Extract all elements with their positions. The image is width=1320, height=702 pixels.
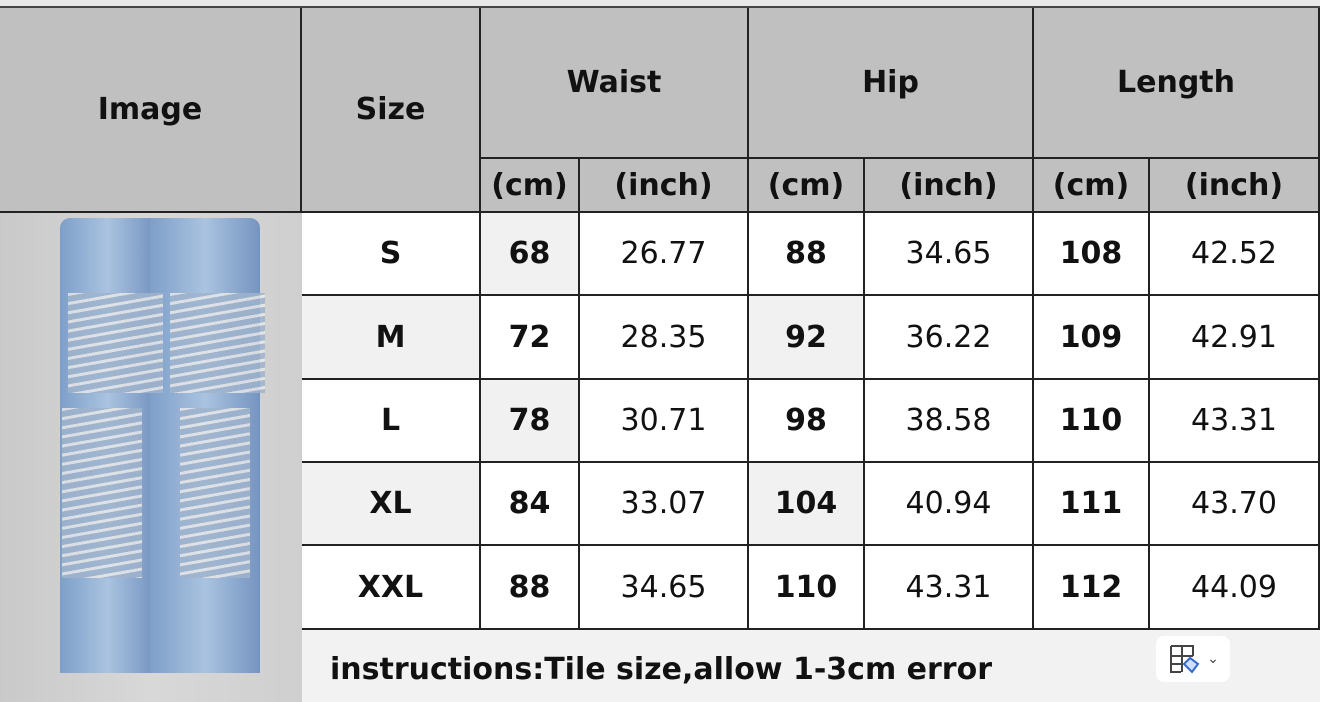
cell-len-in: 43.31: [1150, 380, 1320, 463]
cell-waist-cm: 88: [481, 546, 580, 630]
cell-waist-in: 34.65: [580, 546, 749, 630]
cell-waist-cm: 72: [481, 296, 580, 380]
cell-waist-in: 33.07: [580, 463, 749, 546]
cell-hip-in: 36.22: [865, 296, 1034, 380]
cell-size: XXL: [302, 546, 481, 630]
footer-bar: [302, 630, 1320, 702]
cell-waist-in: 26.77: [580, 213, 749, 296]
cell-hip-in: 40.94: [865, 463, 1034, 546]
cell-waist-cm: 84: [481, 463, 580, 546]
cell-hip-cm: 110: [749, 546, 865, 630]
cell-hip-cm: 98: [749, 380, 865, 463]
cell-len-in: 44.09: [1150, 546, 1320, 630]
header-hip: Hip: [749, 8, 1034, 159]
header-size: Size: [302, 8, 481, 213]
header-length: Length: [1034, 8, 1320, 159]
cell-hip-cm: 92: [749, 296, 865, 380]
cell-size: S: [302, 213, 481, 296]
cell-hip-cm: 88: [749, 213, 865, 296]
cell-len-cm: 109: [1034, 296, 1150, 380]
cell-waist-in: 28.35: [580, 296, 749, 380]
chevron-down-icon: ⌄: [1207, 651, 1219, 667]
cell-size: L: [302, 380, 481, 463]
header-image: Image: [0, 8, 302, 213]
cell-len-in: 43.70: [1150, 463, 1320, 546]
header-waist: Waist: [481, 8, 749, 159]
cell-hip-in: 43.31: [865, 546, 1034, 630]
cell-waist-in: 30.71: [580, 380, 749, 463]
cell-len-cm: 110: [1034, 380, 1150, 463]
cell-size: M: [302, 296, 481, 380]
cell-len-cm: 108: [1034, 213, 1150, 296]
table-format-icon: [1170, 645, 1200, 674]
sub-inch: (inch): [865, 159, 1034, 213]
cell-waist-cm: 78: [481, 380, 580, 463]
cell-size: XL: [302, 463, 481, 546]
sub-cm: (cm): [749, 159, 865, 213]
cell-hip-cm: 104: [749, 463, 865, 546]
table-format-button[interactable]: ⌄: [1156, 636, 1230, 682]
cell-hip-in: 38.58: [865, 380, 1034, 463]
cell-hip-in: 34.65: [865, 213, 1034, 296]
instructions-note: instructions:Tile size,allow 1-3cm error: [330, 652, 992, 687]
sub-cm: (cm): [1034, 159, 1150, 213]
cell-waist-cm: 68: [481, 213, 580, 296]
product-image-jeans: [0, 213, 302, 702]
cell-len-cm: 112: [1034, 546, 1150, 630]
cell-len-in: 42.52: [1150, 213, 1320, 296]
sub-inch: (inch): [580, 159, 749, 213]
cell-len-cm: 111: [1034, 463, 1150, 546]
sub-cm: (cm): [481, 159, 580, 213]
sub-inch: (inch): [1150, 159, 1320, 213]
cell-len-in: 42.91: [1150, 296, 1320, 380]
